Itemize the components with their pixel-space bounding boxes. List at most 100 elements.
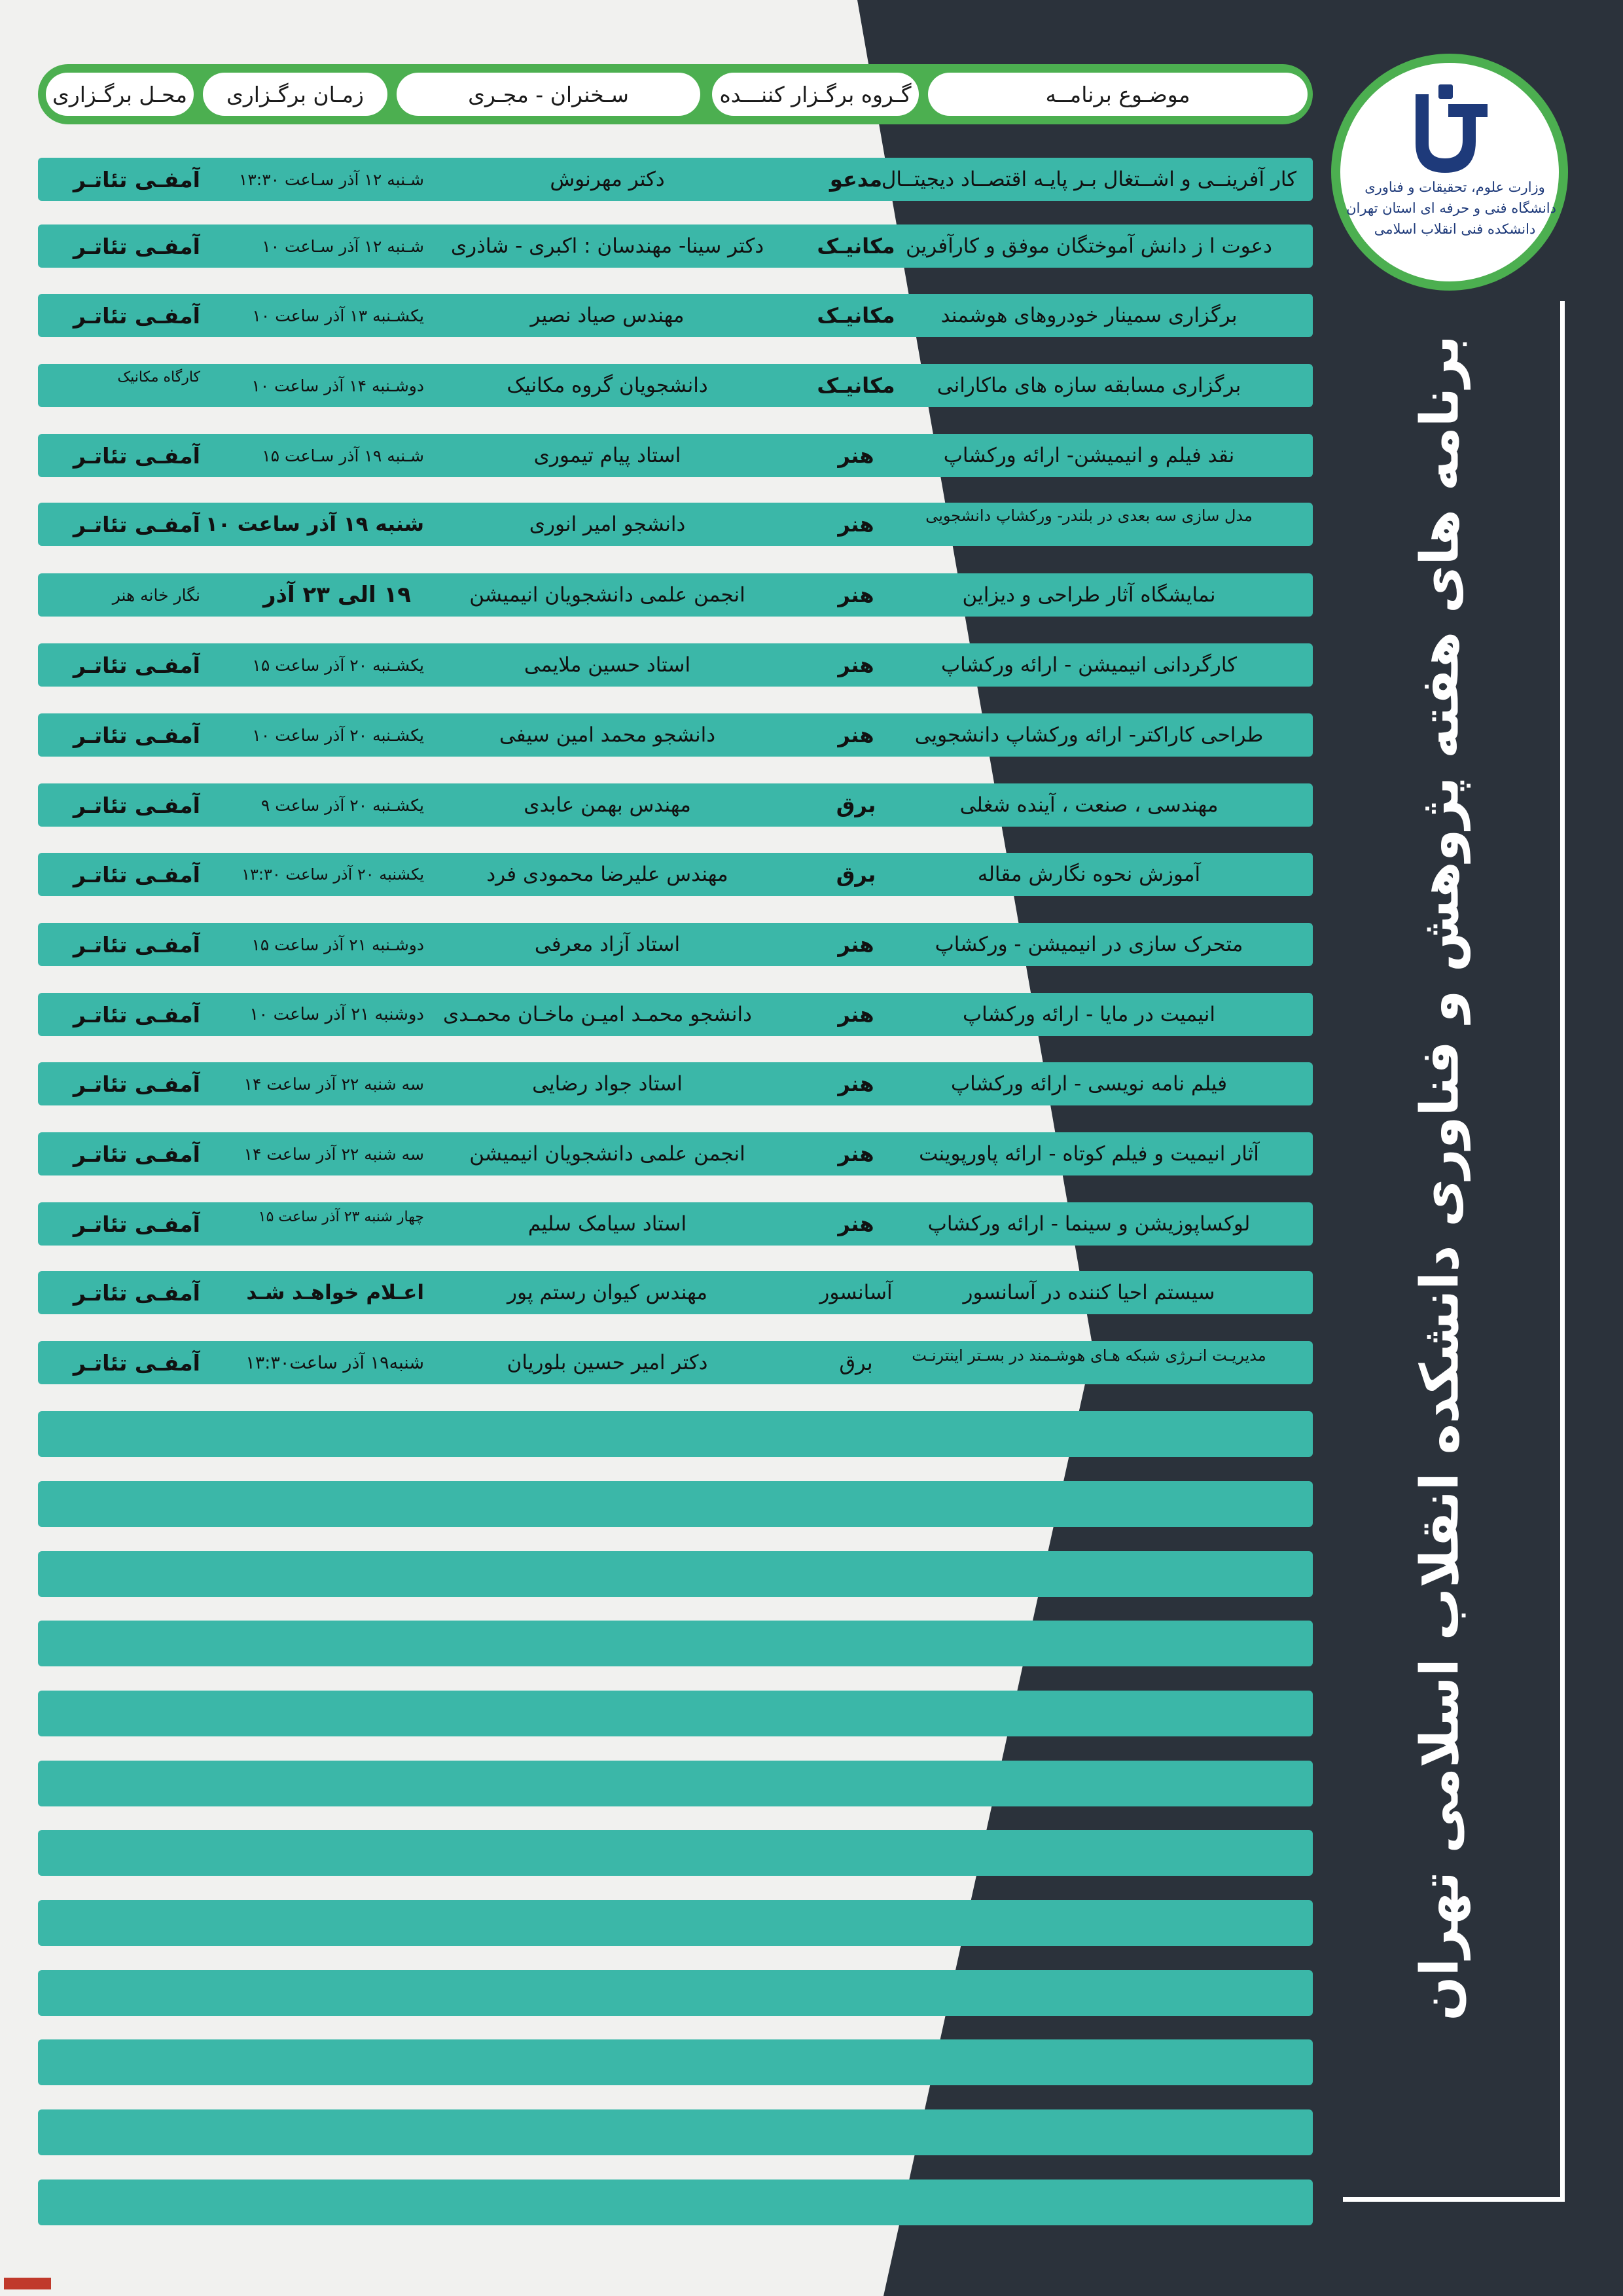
empty-row <box>38 2179 1313 2225</box>
row-speaker: دانشجو محمـد امیـن ماخـان محمـدی <box>443 1003 752 1026</box>
watermark-badge <box>4 2278 51 2289</box>
row-group: هنر <box>838 932 874 957</box>
row-location: آمفـی تئاتـر <box>73 792 200 818</box>
row-time: ۱۹ الی ۲۳ آذر <box>262 582 411 608</box>
empty-row <box>38 1761 1313 1806</box>
empty-row <box>38 1900 1313 1946</box>
row-speaker: دکتر امیر حسین بلوریان <box>507 1351 708 1374</box>
row-speaker: استاد پیام تیموری <box>533 444 681 467</box>
row-time: یکشـنبه ۲۰ آذر ساعت ۱۰ <box>252 725 424 745</box>
row-subject: فیلم نامه نویسی - ارائه ورکشاپ <box>951 1072 1228 1096</box>
row-speaker: دکتر سینا- مهندسان : اکبری - شاذری <box>450 234 764 258</box>
empty-row <box>38 1621 1313 1666</box>
empty-row <box>38 2039 1313 2085</box>
row-time: شـنبه ۱۲ آذر سـاعت ۱۰ <box>262 236 424 256</box>
row-subject: کار آفرینــی و اشــتغال بـر پایـه اقتصــ… <box>881 168 1297 191</box>
row-time: شنبه ۱۹ آذر ساعت ۱۰ <box>205 512 424 536</box>
row-subject: برگزاری سمینار خودروهای هوشمند <box>940 304 1238 327</box>
row-location: آمفـی تئاتـر <box>73 442 200 469</box>
table-row: برگزاری مسابقه سازه های ماکارانی مکانیـک… <box>38 364 1313 407</box>
table-row: فیلم نامه نویسی - ارائه ورکشاپ هنر استاد… <box>38 1062 1313 1105</box>
row-speaker: استاد حسین ملایمی <box>524 653 691 677</box>
row-location: آمفـی تئاتـر <box>73 1350 200 1376</box>
header-subject: موضـوع برنامــه <box>928 73 1308 116</box>
logo-line-2: دانشگاه فنی و حرفه ای استان تهران <box>1346 200 1556 216</box>
row-group: مکانیـک <box>817 234 895 259</box>
row-time: دوشـنبه ۱۴ آذر ساعت ۱۰ <box>251 376 424 395</box>
row-time: شـنبه ۱۹ آذر سـاعت ۱۵ <box>262 446 424 465</box>
row-speaker: مهندس بهمن عابدی <box>524 793 691 817</box>
row-group: مدعو <box>829 167 883 192</box>
table-row: کارگردانی انیمیشن - ارائه ورکشاپ هنر است… <box>38 643 1313 687</box>
table-row: طراحی کاراکتر- ارائه ورکشاپ دانشجویی هنر… <box>38 713 1313 757</box>
table-row: برگزاری سمینار خودروهای هوشمند مکانیـک م… <box>38 294 1313 337</box>
university-logo: وزارت علوم، تحقیقات و فناوری دانشگاه فنی… <box>1331 54 1568 291</box>
row-speaker: استاد آزاد معرفی <box>534 933 681 956</box>
table-row: دعوت ا ز دانش آموختگان موفق و کارآفرین م… <box>38 224 1313 268</box>
table-header: موضـوع برنامــه گـروه برگـزار کننـــده س… <box>38 64 1313 124</box>
header-speaker: سـخنران - مجـری <box>397 73 700 116</box>
row-location: آمفـی تئاتـر <box>73 722 200 748</box>
row-speaker: مهندس علیرضا محمودی فرد <box>486 863 728 886</box>
logo-line-3: دانشکده فنی انقلاب اسلامی <box>1374 221 1536 237</box>
row-subject: لوکساپوزیشن و سینما - ارائه ورکشاپ <box>927 1212 1251 1236</box>
row-group: هنر <box>838 723 874 747</box>
row-speaker: استاد سیامک سلیم <box>527 1212 687 1236</box>
row-subject: نمایشگاه آثار طراحی و دیزاین <box>962 583 1216 607</box>
row-location: آمفـی تئاتـر <box>73 166 200 192</box>
empty-row <box>38 1830 1313 1876</box>
row-time: شـنبه ۱۲ آذر سـاعت ۱۳:۳۰ <box>238 170 424 189</box>
row-time: سه شنبه ۲۲ آذر ساعت ۱۴ <box>243 1074 424 1094</box>
row-speaker: استاد جواد رضایی <box>532 1072 683 1096</box>
table-row: مهندسی ، صنعت ، آینده شغلی برق مهندس بهم… <box>38 783 1313 827</box>
row-group: برق <box>836 793 876 817</box>
row-subject: انیمیت در مایا - ارائه ورکشاپ <box>962 1003 1216 1026</box>
row-speaker: مهندس کیوان رستم پور <box>507 1281 707 1304</box>
row-location: آمفـی تئاتـر <box>73 233 200 259</box>
row-location: آمفـی تئاتـر <box>73 1280 200 1306</box>
page-title: برنامه های هفته پژوهش و فناوری دانشکده ا… <box>1409 335 1471 2021</box>
empty-row <box>38 2109 1313 2155</box>
row-subject: مدل سازی سه بعدی در بلندر- ورکشاپ دانشجو… <box>925 507 1253 525</box>
row-time: دوشـنبه ۲۱ آذر ساعت ۱۵ <box>251 935 424 954</box>
row-group: برق <box>836 862 876 887</box>
row-group: هنر <box>838 653 874 677</box>
header-location: محـل برگـزاری <box>46 73 194 116</box>
row-group: هنر <box>838 1002 874 1027</box>
row-location: آمفـی تئاتـر <box>73 302 200 329</box>
logo-emblem-icon <box>1416 84 1488 173</box>
table-row: متحرک سازی در انیمیشن - ورکشاپ هنر استاد… <box>38 923 1313 966</box>
empty-row <box>38 1691 1313 1736</box>
row-speaker: انجمن علمی دانشجویان انیمیشن <box>469 583 745 607</box>
header-time: زمـان برگـزاری <box>203 73 387 116</box>
row-subject: آثار انیمیت و فیلم کوتاه - ارائه پاورپوی… <box>919 1142 1259 1166</box>
row-time: شنبه۱۹ آذر ساعت۱۳:۳۰ <box>245 1352 424 1373</box>
row-speaker: دکتر مهرنوش <box>550 168 665 191</box>
row-time: سه شنبه ۲۲ آذر ساعت ۱۴ <box>243 1144 424 1164</box>
row-group: مکانیـک <box>817 303 895 328</box>
row-subject: مهندسی ، صنعت ، آینده شغلی <box>959 793 1219 817</box>
row-location: آمفـی تئاتـر <box>73 511 200 537</box>
row-subject: طراحی کاراکتر- ارائه ورکشاپ دانشجویی <box>914 723 1264 747</box>
row-time: یکشـنبه ۱۳ آذر ساعت ۱۰ <box>252 306 424 325</box>
row-speaker: دانشجو امیر انوری <box>529 512 686 536</box>
row-subject: دعوت ا ز دانش آموختگان موفق و کارآفرین <box>906 234 1272 258</box>
table-row: کار آفرینــی و اشــتغال بـر پایـه اقتصــ… <box>38 158 1313 201</box>
row-speaker: دانشجویان گروه مکانیک <box>507 374 708 397</box>
row-location: کارگاه مکانیک <box>117 369 200 386</box>
row-time: یکشـنبه ۲۰ آذر ساعت ۹ <box>260 795 424 815</box>
row-group: مکانیـک <box>817 373 895 398</box>
row-location: آمفـی تئاتـر <box>73 1071 200 1097</box>
empty-row <box>38 1551 1313 1597</box>
frame-line <box>1343 2197 1565 2202</box>
row-group: هنر <box>838 1071 874 1096</box>
empty-row <box>38 1970 1313 2016</box>
row-location: آمفـی تئاتـر <box>73 931 200 958</box>
row-location: آمفـی تئاتـر <box>73 652 200 678</box>
row-time: یکشـنبه ۲۰ آذر ساعت ۱۵ <box>252 655 424 675</box>
frame-line <box>1560 301 1565 2202</box>
row-subject: سیستم احیا کننده در آسانسور <box>963 1281 1215 1304</box>
row-group: آسانسور <box>819 1281 893 1304</box>
row-subject: کارگردانی انیمیشن - ارائه ورکشاپ <box>940 653 1238 677</box>
row-subject: نقد فیلم و انیمیشن- ارائه ورکشاپ <box>943 444 1235 467</box>
